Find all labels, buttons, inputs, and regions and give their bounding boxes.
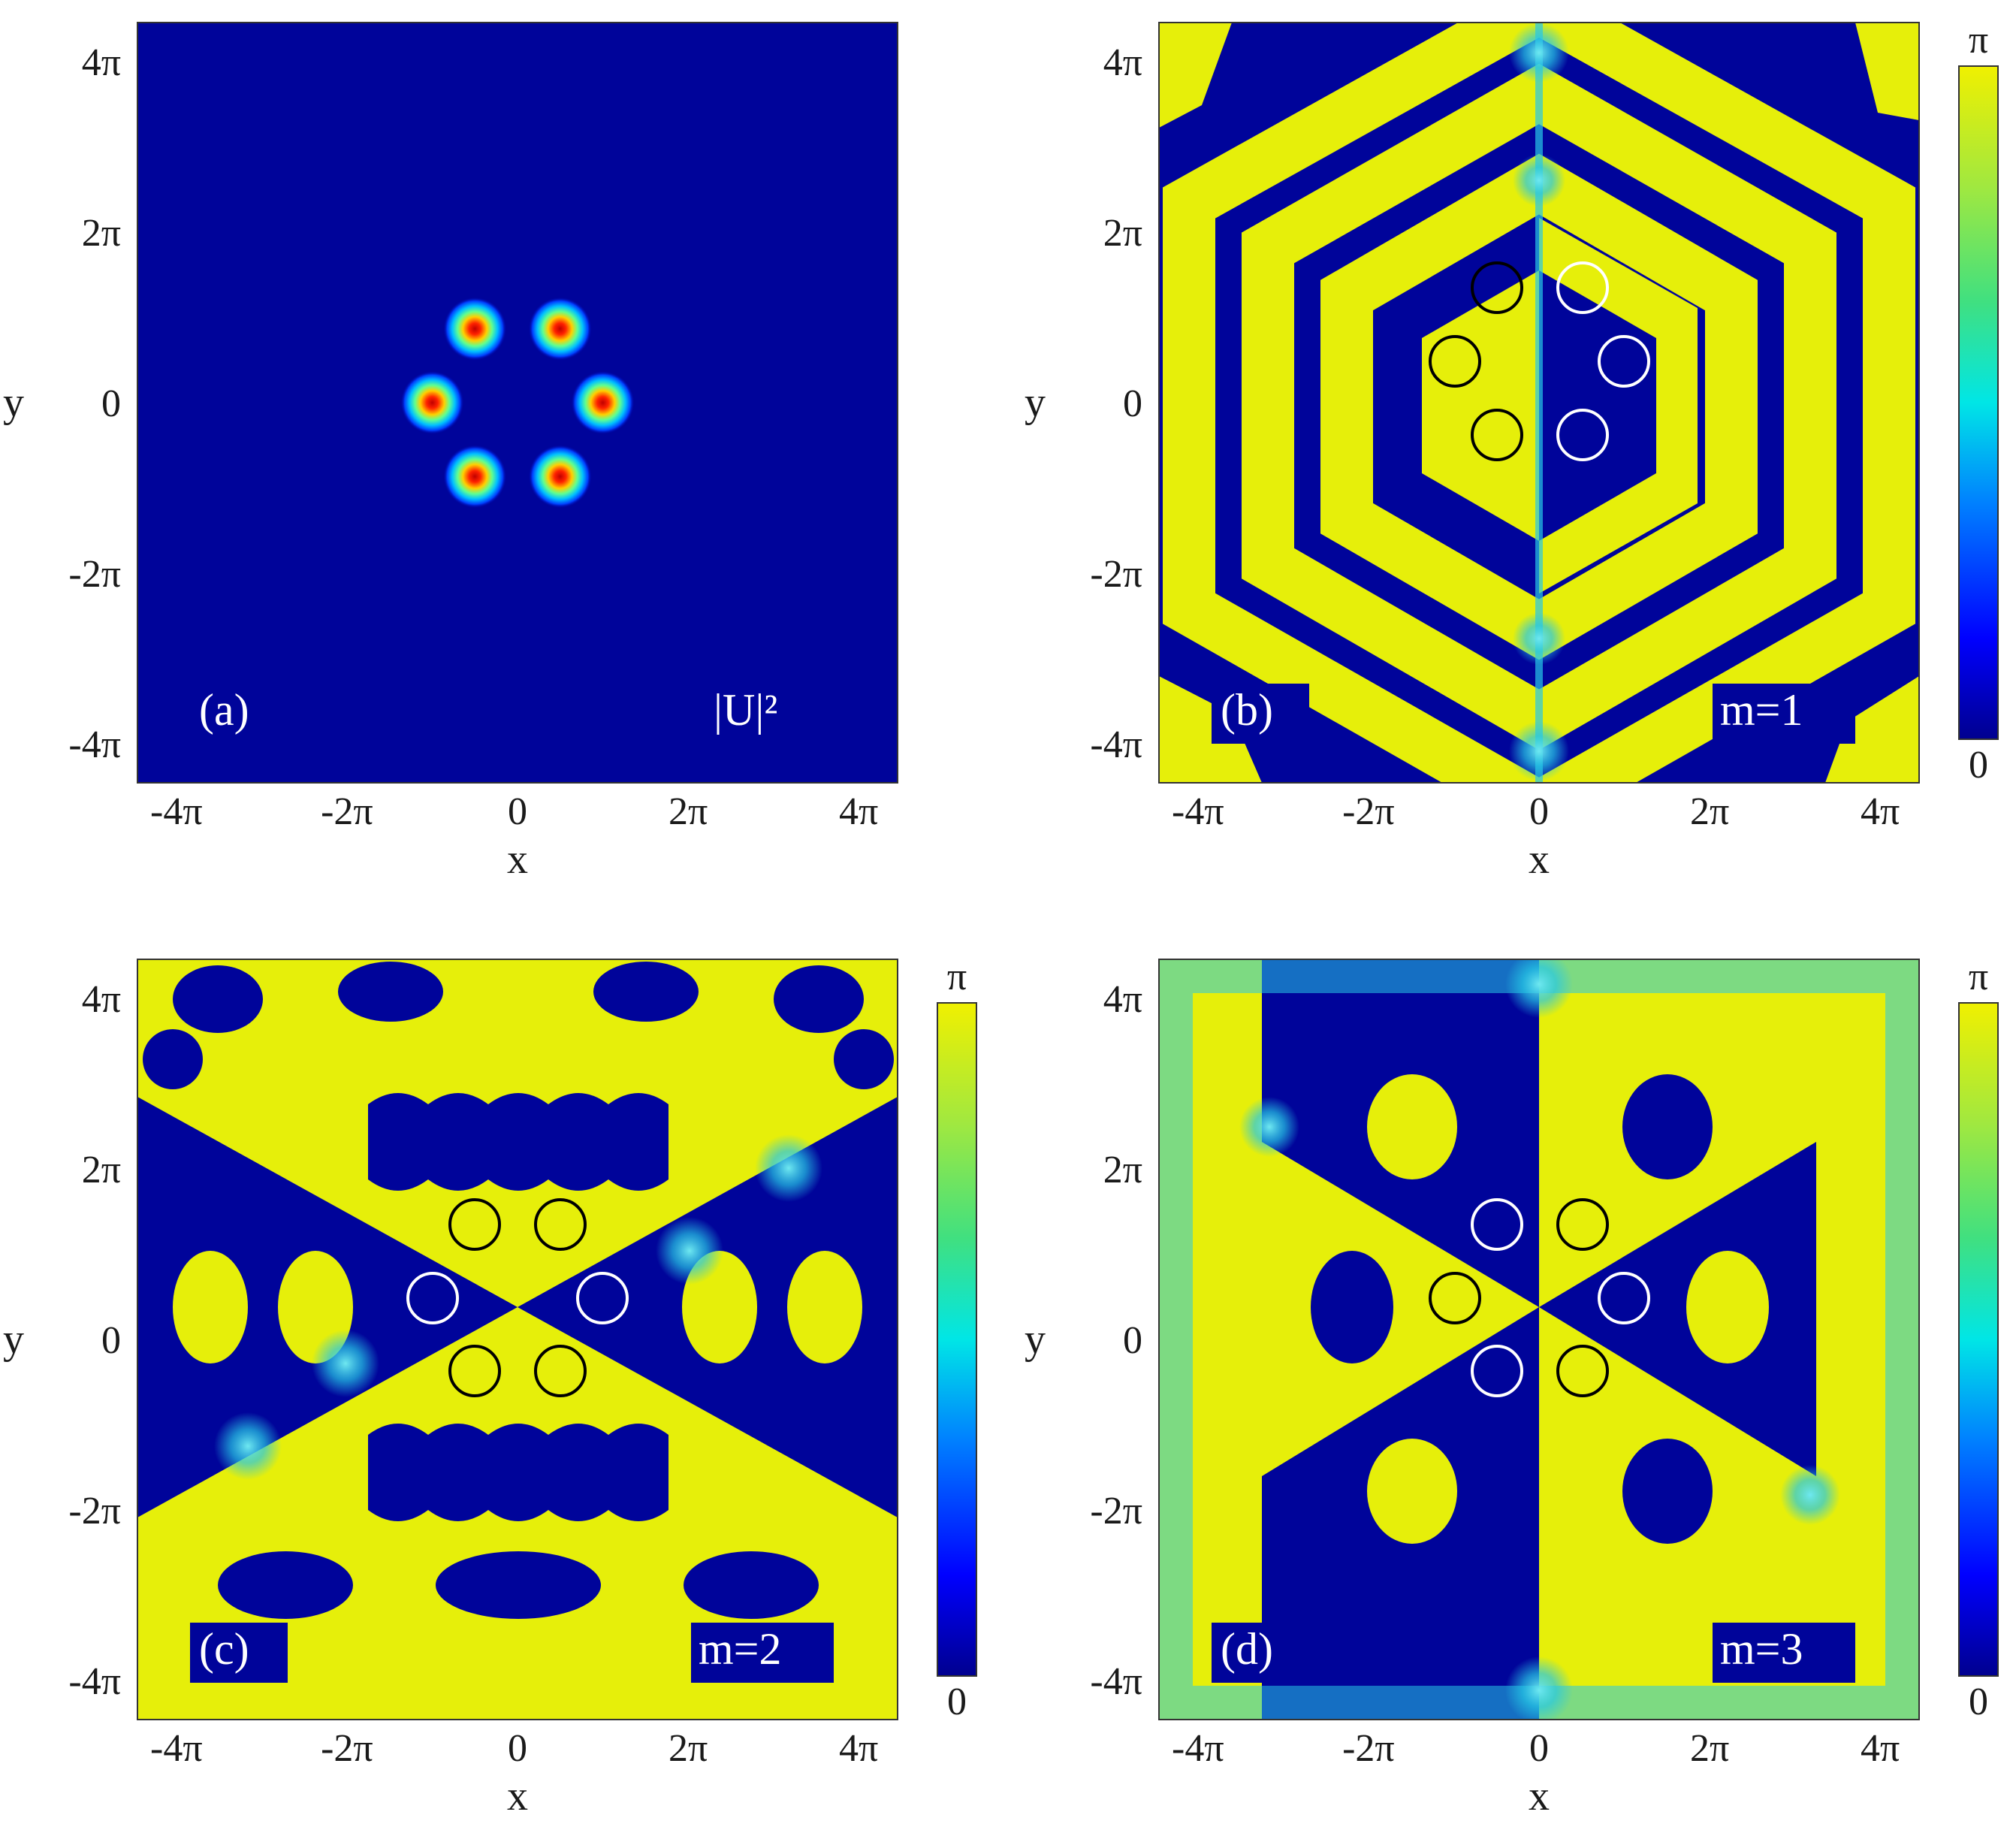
panel-c-colorbar bbox=[937, 1002, 977, 1677]
panel-b-xtick-label: -4π bbox=[1172, 790, 1224, 833]
panel-a-ytick-label: -2π bbox=[68, 553, 121, 596]
panel-d-ytick-label: 2π bbox=[1103, 1149, 1142, 1191]
panel-c-annotation: m=2 bbox=[699, 1624, 782, 1674]
panel-b-xlabel: x bbox=[1529, 836, 1550, 883]
panel-c-ytick-label: -4π bbox=[68, 1660, 121, 1703]
panel-d-colorbar-max: π bbox=[1969, 956, 1988, 998]
panel-c-phase-pattern bbox=[137, 962, 898, 1619]
panel-b-ytick-label: 2π bbox=[1103, 212, 1142, 255]
panel-d-xtick-label: -2π bbox=[1342, 1727, 1395, 1770]
panel-c-ytick-label: 2π bbox=[82, 1149, 121, 1191]
panel-c-colorbar-min: 0 bbox=[947, 1680, 967, 1723]
panel-c-xtick-label: 0 bbox=[508, 1727, 527, 1770]
panel-a-xtick-label: 0 bbox=[508, 790, 527, 833]
panel-d-ytick-label: -2π bbox=[1090, 1490, 1142, 1533]
panel-c-label: (c) bbox=[199, 1624, 249, 1674]
panel-b-phase-pattern bbox=[1159, 23, 1919, 783]
panel-a-peak bbox=[528, 297, 592, 361]
panel-b-colorbar-max: π bbox=[1969, 19, 1988, 62]
panel-b-ytick-label: 0 bbox=[1123, 382, 1142, 425]
panel-a-peak bbox=[443, 297, 507, 361]
panel-a-peak bbox=[528, 445, 592, 509]
panel-d: (d) m=3 π 0 bbox=[1158, 956, 1999, 1723]
panel-a-ylabel: y bbox=[3, 379, 24, 426]
axes-layer: -4π -2π 0 2π 4π 4π 2π 0 -2π -4π x y -4π -2π 0 2π 4π 4π 2π 0… bbox=[3, 41, 1900, 1819]
panel-d-xtick-label: 0 bbox=[1529, 1727, 1549, 1770]
panel-c-xtick-label: 4π bbox=[839, 1727, 878, 1770]
panel-b-xtick-label: 4π bbox=[1861, 790, 1900, 833]
panel-b-ylabel: y bbox=[1025, 379, 1046, 426]
panel-d-colorbar bbox=[1958, 1002, 1999, 1677]
panel-d-colorbar-min: 0 bbox=[1969, 1680, 1988, 1723]
panel-b-label: (b) bbox=[1221, 685, 1273, 735]
panel-c-ytick-label: -2π bbox=[68, 1490, 121, 1533]
panel-b-ytick-label: 4π bbox=[1103, 41, 1142, 84]
panel-d-ylabel: y bbox=[1025, 1316, 1046, 1363]
panel-a-xtick-label: -4π bbox=[150, 790, 203, 833]
panel-a-peak bbox=[571, 371, 635, 434]
panel-c-rings bbox=[406, 1198, 629, 1397]
panel-c-colorbar-max: π bbox=[947, 956, 967, 998]
panel-a-xlabel: x bbox=[507, 836, 528, 883]
panel-a-xtick-label: 4π bbox=[839, 790, 878, 833]
panel-b-annotation: m=1 bbox=[1720, 685, 1803, 735]
panel-c-ylabel: y bbox=[3, 1316, 24, 1363]
panel-b-ytick-label: -4π bbox=[1090, 723, 1142, 766]
panel-a-label: (a) bbox=[199, 685, 249, 735]
panel-b-colorbar-min: 0 bbox=[1969, 744, 1988, 787]
panel-d-ytick-label: 0 bbox=[1123, 1319, 1142, 1362]
panel-d-rings bbox=[1429, 1198, 1650, 1397]
panel-a-ytick-label: 2π bbox=[82, 212, 121, 255]
panel-d-phase-pattern bbox=[1159, 959, 1919, 1720]
panel-a-plot-area bbox=[137, 23, 898, 783]
panel-d-xlabel: x bbox=[1529, 1773, 1550, 1819]
panel-d-xtick-label: 4π bbox=[1861, 1727, 1900, 1770]
panel-d-annotation: m=3 bbox=[1720, 1624, 1803, 1674]
panel-b-colorbar bbox=[1958, 65, 1999, 740]
panel-d-xtick-label: 2π bbox=[1690, 1727, 1729, 1770]
panel-b-rings bbox=[1429, 261, 1650, 461]
panel-c-ytick-label: 0 bbox=[101, 1319, 121, 1362]
panel-c-xtick-label: 2π bbox=[668, 1727, 708, 1770]
panel-d-label: (d) bbox=[1221, 1624, 1273, 1674]
panel-a-ytick-label: -4π bbox=[68, 723, 121, 766]
panel-c: (c) m=2 π 0 bbox=[137, 956, 977, 1723]
panel-b-ytick-label: -2π bbox=[1090, 553, 1142, 596]
panel-c-xlabel: x bbox=[507, 1773, 528, 1819]
panel-a-peaks bbox=[400, 297, 635, 509]
panel-c-ytick-label: 4π bbox=[82, 978, 121, 1021]
panel-b: (b) m=1 π 0 bbox=[1158, 19, 1999, 787]
panel-b-xtick-label: -2π bbox=[1342, 790, 1395, 833]
panel-a-ytick-label: 4π bbox=[82, 41, 121, 84]
panel-b-xtick-label: 0 bbox=[1529, 790, 1549, 833]
panel-a-ytick-label: 0 bbox=[101, 382, 121, 425]
panel-d-xtick-label: -4π bbox=[1172, 1727, 1224, 1770]
panel-a-annotation: |U|² bbox=[714, 685, 777, 735]
panel-a-xtick-label: 2π bbox=[668, 790, 708, 833]
panel-a: (a) |U|² bbox=[137, 22, 898, 784]
panel-a-xtick-label: -2π bbox=[321, 790, 373, 833]
panel-d-ytick-label: 4π bbox=[1103, 978, 1142, 1021]
panel-d-ytick-label: -4π bbox=[1090, 1660, 1142, 1703]
panel-c-xtick-label: -2π bbox=[321, 1727, 373, 1770]
panel-a-peak bbox=[400, 371, 464, 434]
panel-c-xtick-label: -4π bbox=[150, 1727, 203, 1770]
panel-a-peak bbox=[443, 445, 507, 509]
panel-b-xtick-label: 2π bbox=[1690, 790, 1729, 833]
